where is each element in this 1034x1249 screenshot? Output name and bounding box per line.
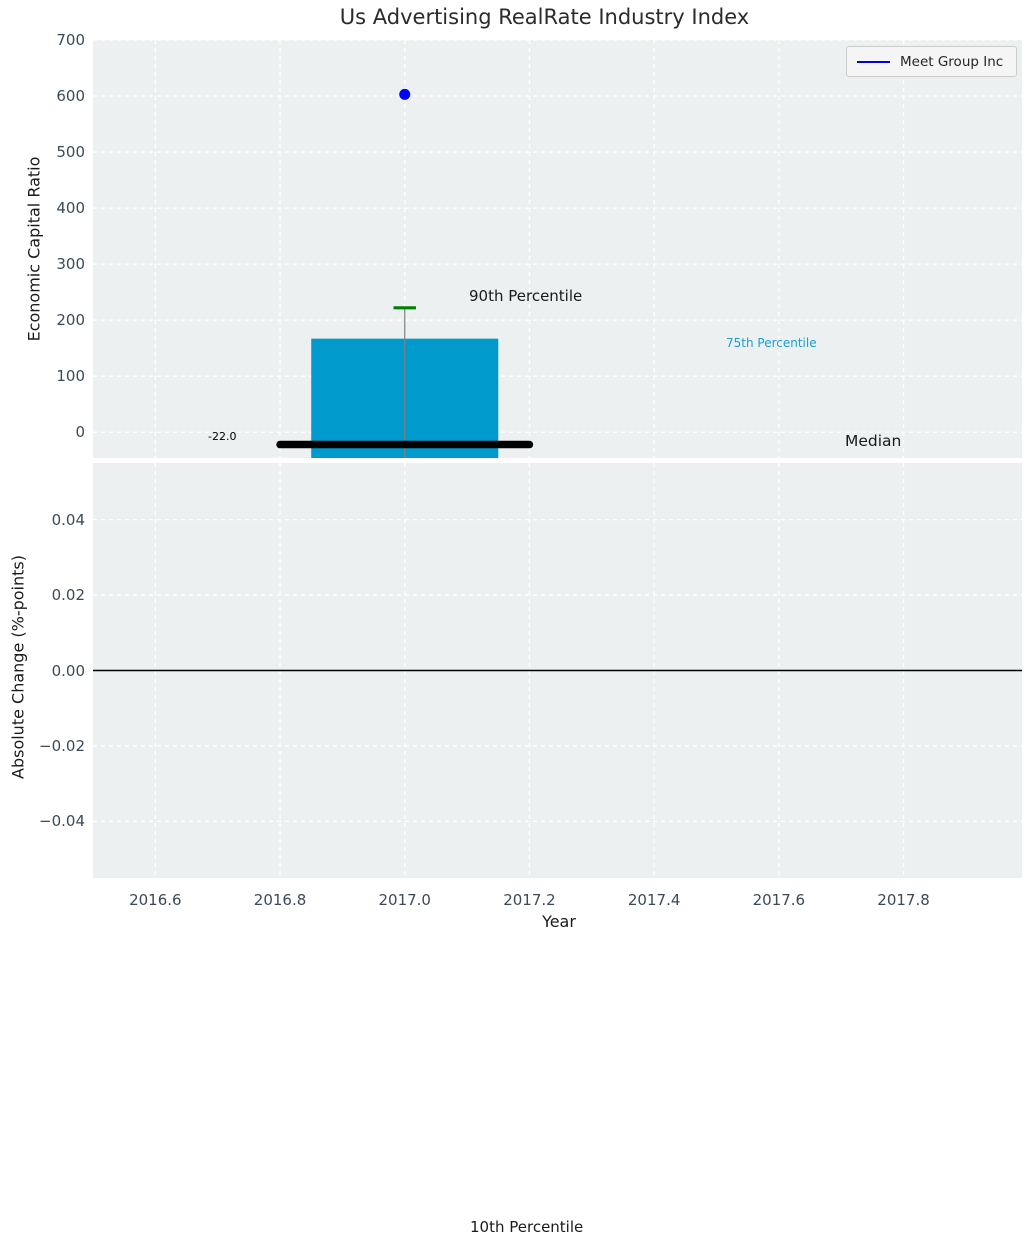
x-tick-label: 2017.8 (877, 891, 930, 909)
annotation-10th-percentile: 10th Percentile (470, 1218, 584, 1236)
x-tick-label: 2017.0 (378, 891, 431, 909)
annotation-median-value: -22.0 (208, 430, 237, 443)
y-tick-label-bottom: 0.02 (51, 586, 85, 605)
y-tick-label-top: 300 (56, 255, 85, 274)
y-tick-label-top: 600 (56, 87, 85, 106)
legend-entry-label: Meet Group Inc (900, 53, 1004, 70)
x-tick-label: 2016.8 (253, 891, 307, 909)
top-axes (93, 40, 1022, 458)
annotation-90th-percentile: 90th Percentile (469, 287, 583, 305)
y-tick-label-top: 700 (56, 31, 85, 49)
y-tick-label-top: 200 (56, 311, 85, 330)
bottom-axes (93, 463, 1022, 878)
bottom-axes-canvas (93, 463, 1022, 878)
y-tick-label-top: 0 (75, 423, 85, 442)
y-tick-label-bottom: −0.02 (39, 736, 85, 755)
x-tick-label: 2016.6 (129, 891, 182, 909)
y-tick-label-bottom: 0.00 (51, 661, 85, 680)
legend-line-sample-icon (857, 60, 890, 63)
y-tick-label-bottom: 0.04 (51, 510, 85, 529)
y-tick-label-top: 100 (56, 367, 85, 386)
y-tick-label-top: 400 (56, 199, 85, 218)
x-tick-label: 2017.4 (627, 891, 681, 909)
annotation-75th-percentile: 75th Percentile (726, 336, 817, 350)
legend: Meet Group Inc (846, 46, 1017, 77)
top-axes-canvas (93, 40, 1022, 458)
x-tick-label: 2017.6 (752, 891, 806, 909)
y-tick-label-bottom: −0.04 (39, 812, 85, 831)
y-tick-label-top: 500 (56, 143, 85, 162)
x-axis-label: Year (542, 912, 576, 931)
chart-title: Us Advertising RealRate Industry Index (339, 5, 750, 29)
x-tick-label: 2017.2 (503, 891, 556, 909)
meet-group-inc-point (399, 88, 411, 100)
annotation-median: Median (845, 432, 902, 450)
